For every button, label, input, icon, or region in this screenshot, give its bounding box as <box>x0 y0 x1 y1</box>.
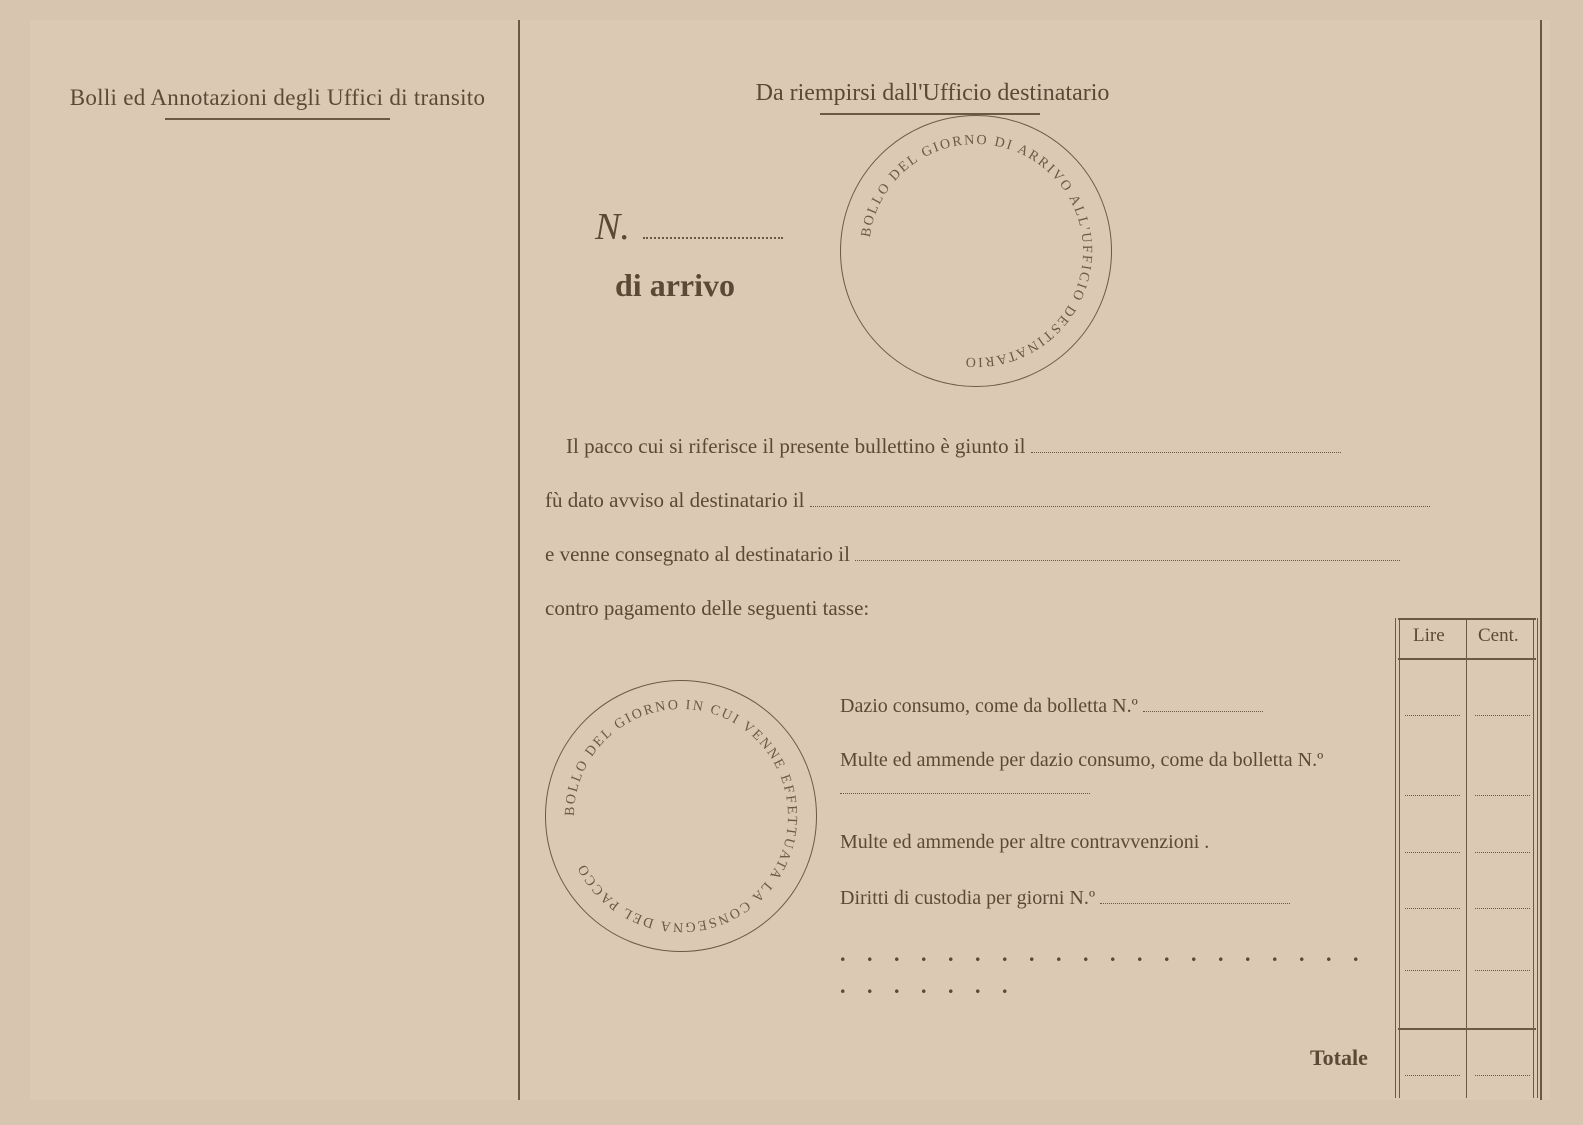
table-total-line <box>1398 1028 1536 1030</box>
arrival-stamp-text: BOLLO DEL GIORNO DI ARRIVO ALL'UFFICIO D… <box>841 116 1111 386</box>
fee-row-2: Multe ed ammende per dazio consumo, come… <box>840 746 1390 802</box>
delivery-stamp-circle: BOLLO DEL GIORNO IN CUI VENNE EFFETTUATA… <box>545 680 817 952</box>
document-page: Bolli ed Annotazioni degli Uffici di tra… <box>30 20 1550 1100</box>
line-2-field <box>810 506 1430 507</box>
line-1-text: Il pacco cui si riferisce il presente bu… <box>566 434 1026 458</box>
table-vline-2 <box>1465 618 1467 1098</box>
line-3-text: e venne consegnato al destinatario il <box>545 542 850 566</box>
line-4-text: contro pagamento delle seguenti tasse: <box>545 596 869 620</box>
fee-row-4: Diritti di custodia per giorni N.º <box>840 882 1390 914</box>
left-header-underline <box>165 118 390 120</box>
line-2-text: fù dato avviso al destinatario il <box>545 488 805 512</box>
cell-lire-3 <box>1405 852 1460 853</box>
cell-lire-4 <box>1405 908 1460 909</box>
fee-row-1-text: Dazio consumo, come da bolletta N.º <box>840 695 1138 717</box>
cell-lire-total <box>1405 1075 1460 1076</box>
arrival-stamp-circle: BOLLO DEL GIORNO DI ARRIVO ALL'UFFICIO D… <box>840 115 1112 387</box>
svg-text:BOLLO DEL GIORNO DI ARRIVO ALL: BOLLO DEL GIORNO DI ARRIVO ALL'UFFICIO D… <box>859 133 1094 369</box>
total-label: Totale <box>1310 1045 1368 1071</box>
fee-row-2-text: Multe ed ammende per dazio consumo, come… <box>840 749 1323 771</box>
fee-row-1: Dazio consumo, come da bolletta N.º <box>840 690 1390 722</box>
fee-row-1-field <box>1143 711 1263 712</box>
fee-rows: Dazio consumo, come da bolletta N.º Mult… <box>840 690 1390 1026</box>
cell-cent-3 <box>1475 852 1530 853</box>
body-text-lines: Il pacco cui si riferisce il presente bu… <box>545 420 1525 636</box>
cell-cent-total <box>1475 1075 1530 1076</box>
table-col-lire: Lire <box>1413 625 1445 647</box>
fee-row-3: Multe ed ammende per altre contravvenzio… <box>840 826 1390 858</box>
arrival-di-label: di arrivo <box>615 267 783 304</box>
table-header-line <box>1398 658 1536 660</box>
arrival-number-block: N. di arrivo <box>595 205 783 304</box>
divider-line <box>518 20 520 1100</box>
left-column: Bolli ed Annotazioni degli Uffici di tra… <box>50 20 505 1100</box>
svg-text:BOLLO DEL GIORNO IN CUI VENNE: BOLLO DEL GIORNO IN CUI VENNE EFFETTUATA… <box>563 698 799 934</box>
right-column: Da riempirsi dall'Ufficio destinatario N… <box>530 20 1540 1100</box>
right-margin-line <box>1540 20 1542 1100</box>
line-2: fù dato avviso al destinatario il <box>545 474 1525 526</box>
cell-lire-1 <box>1405 715 1460 716</box>
delivery-stamp-text: BOLLO DEL GIORNO IN CUI VENNE EFFETTUATA… <box>546 681 816 951</box>
cell-lire-2 <box>1405 795 1460 796</box>
right-header: Da riempirsi dall'Ufficio destinatario <box>705 80 1160 107</box>
table-vline-3 <box>1533 618 1538 1098</box>
cell-cent-2 <box>1475 795 1530 796</box>
arrival-n-label: N. <box>595 206 630 248</box>
fee-row-4-text: Diritti di custodia per giorni N.º <box>840 887 1095 909</box>
line-3: e venne consegnato al destinatario il <box>545 528 1525 580</box>
line-1-field <box>1031 452 1341 453</box>
line-3-field <box>855 560 1400 561</box>
line-1: Il pacco cui si riferisce il presente bu… <box>545 420 1525 472</box>
fee-row-dots: . . . . . . . . . . . . . . . . . . . . … <box>840 938 1390 1002</box>
left-header: Bolli ed Annotazioni degli Uffici di tra… <box>50 85 505 111</box>
cell-cent-1 <box>1475 715 1530 716</box>
fee-row-4-field <box>1100 903 1290 904</box>
right-header-underline <box>820 113 1040 115</box>
cell-lire-5 <box>1405 970 1460 971</box>
arrival-n-field <box>643 237 783 239</box>
cell-cent-5 <box>1475 970 1530 971</box>
table-col-cent: Cent. <box>1478 625 1519 647</box>
table-top-line <box>1398 618 1536 620</box>
fee-row-3-text: Multe ed ammende per altre contravvenzio… <box>840 831 1209 853</box>
line-4: contro pagamento delle seguenti tasse: <box>545 582 1525 634</box>
fee-row-2-field <box>840 793 1090 794</box>
table-vline-1 <box>1395 618 1400 1098</box>
cell-cent-4 <box>1475 908 1530 909</box>
